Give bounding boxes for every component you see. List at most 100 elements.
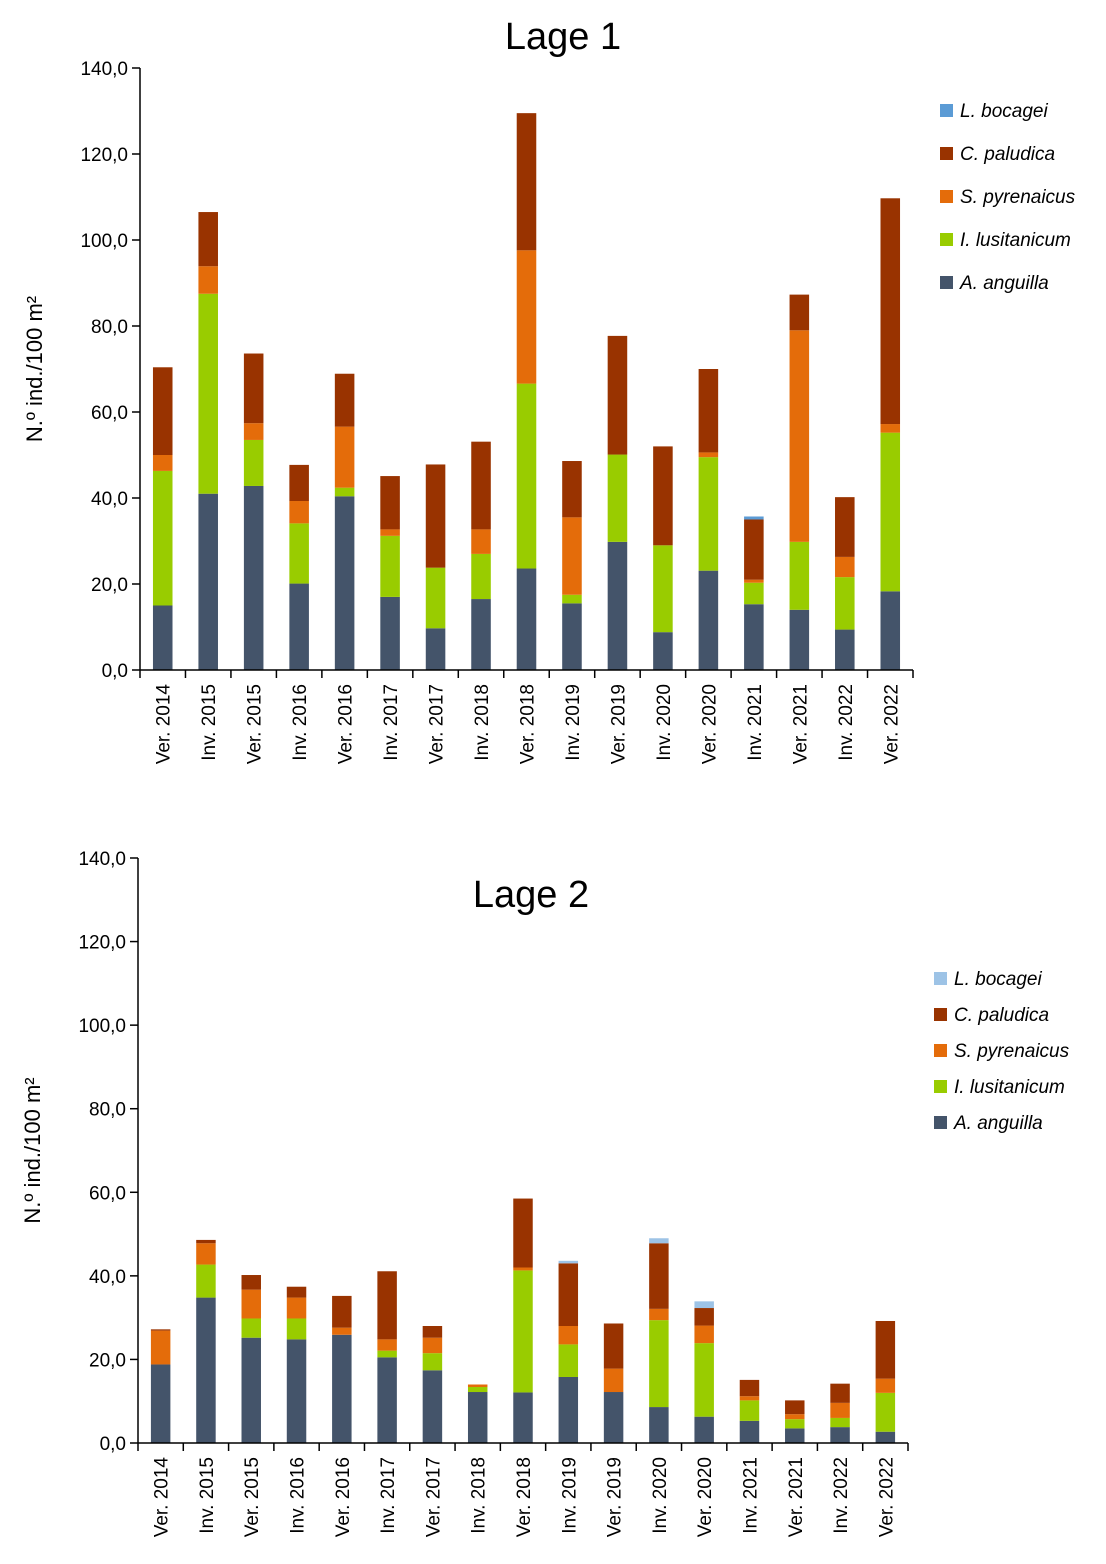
bar-3-11 — [649, 1243, 669, 1309]
x-tick-label: Inv. 2019 — [559, 1457, 580, 1534]
legend-label: A. anguilla — [959, 273, 1049, 294]
bar-1-1 — [198, 293, 218, 494]
bar-3-3 — [289, 464, 309, 502]
legend-swatch — [940, 147, 953, 160]
bar-3-14 — [789, 294, 810, 331]
x-tick-label: Ver. 2016 — [333, 1457, 354, 1537]
bar-3-13 — [744, 519, 764, 580]
x-tick-label: Ver. 2019 — [605, 1457, 626, 1537]
legend-swatch — [940, 276, 953, 289]
bar-0-1 — [196, 1297, 216, 1443]
bar-0-12 — [698, 570, 719, 670]
x-tick-label: Inv. 2020 — [654, 684, 675, 761]
bar-3-2 — [241, 1275, 261, 1290]
bar-0-8 — [516, 568, 537, 670]
y-tick-label: 20,0 — [89, 1350, 126, 1371]
bar-0-2 — [241, 1337, 261, 1443]
chart-1: Lage 1 N.º ind./100 m² 0,0 20,0 40,0 60,0 80,0… — [22, 16, 1076, 764]
bar-3-4 — [334, 373, 355, 427]
x-tick-label: Inv. 2022 — [836, 684, 857, 761]
bar-3-16 — [875, 1320, 896, 1379]
bar-3-9 — [558, 1263, 579, 1326]
bar-1-10 — [607, 454, 628, 542]
bar-0-14 — [789, 609, 810, 670]
bar-3-1 — [198, 212, 218, 267]
bar-1-6 — [422, 1353, 443, 1371]
bar-3-10 — [607, 335, 628, 455]
bar-1-14 — [789, 541, 810, 610]
bar-1-8 — [513, 1270, 533, 1393]
x-tick-label: Ver. 2016 — [336, 684, 357, 764]
x-tick-label: Inv. 2020 — [650, 1457, 671, 1534]
bar-0-9 — [558, 1376, 579, 1443]
legend-label: C. paludica — [954, 1005, 1049, 1026]
legend-label: L. bocagei — [960, 101, 1048, 122]
bar-2-12 — [698, 452, 719, 458]
x-tick-label: Ver. 2014 — [152, 1457, 173, 1538]
bar-2-13 — [739, 1396, 760, 1401]
y-axis-label: N.º ind./100 m² — [20, 1077, 45, 1223]
x-tick-label: Inv. 2021 — [740, 1457, 761, 1534]
bar-4-13 — [744, 516, 764, 520]
legend-swatch — [934, 1116, 947, 1129]
bar-3-8 — [516, 113, 537, 251]
bar-0-3 — [289, 583, 309, 670]
bar-3-12 — [694, 1308, 714, 1326]
bar-3-15 — [830, 1383, 850, 1403]
bar-2-13 — [744, 579, 764, 583]
bar-3-9 — [562, 461, 582, 518]
bar-0-10 — [603, 1392, 624, 1443]
bar-3-12 — [698, 369, 719, 453]
x-tick-label: Inv. 2019 — [563, 684, 584, 761]
bar-2-5 — [380, 529, 400, 536]
bar-3-8 — [513, 1198, 533, 1268]
bar-2-15 — [835, 556, 855, 578]
bar-2-1 — [198, 266, 218, 294]
bar-0-6 — [422, 1370, 443, 1443]
legend-swatch — [934, 972, 947, 985]
bar-2-5 — [377, 1339, 397, 1351]
y-tick-label: 120,0 — [78, 933, 126, 954]
y-tick-label: 80,0 — [91, 317, 128, 338]
y-tick-label: 0,0 — [100, 1434, 126, 1455]
bar-2-12 — [694, 1325, 714, 1344]
bar-2-4 — [334, 426, 355, 488]
legend-label: L. bocagei — [954, 969, 1042, 990]
y-tick-label: 140,0 — [78, 849, 126, 870]
bar-2-3 — [286, 1297, 307, 1319]
bar-2-7 — [467, 1384, 488, 1388]
bar-0-4 — [332, 1334, 352, 1443]
y-tick-label: 40,0 — [91, 489, 128, 510]
legend-label: S. pyrenaicus — [960, 187, 1076, 208]
bar-1-2 — [241, 1318, 261, 1338]
x-tick-label: Ver. 2019 — [608, 684, 629, 764]
x-tick-label: Ver. 2017 — [427, 684, 448, 764]
bar-3-0 — [152, 367, 173, 455]
x-tick-label: Inv. 2015 — [197, 1457, 218, 1534]
bar-1-16 — [880, 432, 901, 592]
bar-2-2 — [243, 423, 264, 440]
legend-label: I. lusitanicum — [954, 1077, 1065, 1098]
bar-1-11 — [653, 545, 673, 633]
y-tick-label: 120,0 — [80, 145, 128, 166]
y-tick-label: 140,0 — [80, 59, 128, 80]
x-tick-label: Inv. 2016 — [288, 1457, 309, 1534]
bar-2-2 — [241, 1289, 261, 1319]
bar-3-4 — [332, 1295, 352, 1328]
y-tick-label: 60,0 — [89, 1183, 126, 1204]
bar-0-16 — [880, 591, 901, 670]
bar-1-13 — [744, 582, 764, 605]
y-axis-label: N.º ind./100 m² — [22, 296, 47, 442]
x-tick-label: Ver. 2018 — [518, 684, 539, 764]
y-tick-label: 0,0 — [102, 661, 128, 682]
y-tick-label: 80,0 — [89, 1100, 126, 1121]
bar-2-14 — [785, 1414, 805, 1420]
bar-3-13 — [739, 1379, 760, 1397]
bar-2-16 — [875, 1378, 896, 1393]
legend-label: C. paludica — [960, 144, 1055, 165]
bar-0-8 — [513, 1392, 533, 1443]
bar-3-16 — [880, 198, 901, 425]
legend-swatch — [940, 233, 953, 246]
bar-3-1 — [196, 1239, 216, 1244]
